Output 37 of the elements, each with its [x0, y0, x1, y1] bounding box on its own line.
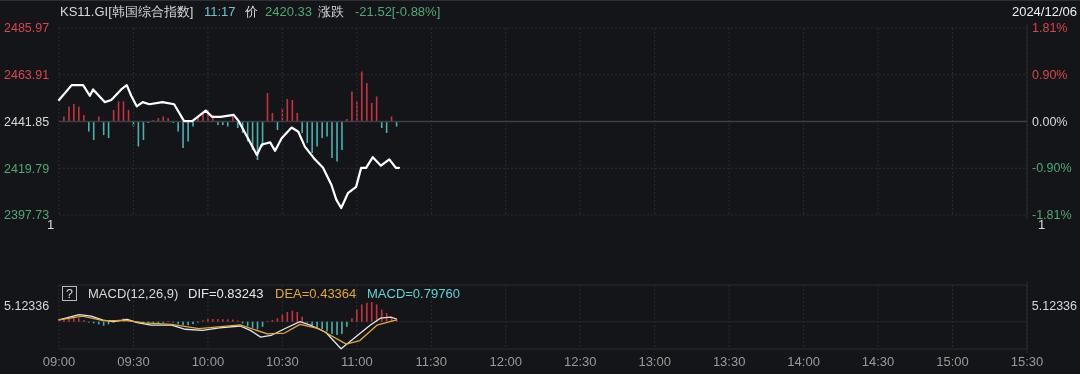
- text: 涨跌: [318, 4, 344, 19]
- text: DEA=0.43364: [275, 286, 357, 301]
- y2-tick-label: 1.81%: [1032, 21, 1068, 36]
- chart-title: KS11.GI[韩国综合指数]: [60, 4, 194, 19]
- y-tick-label: 2463.91: [4, 68, 50, 83]
- x-tick-label: 13:00: [638, 354, 671, 369]
- x-tick-label: 09:00: [42, 354, 76, 369]
- x-tick-label: 10:00: [191, 354, 225, 369]
- text: DIF=0.83243: [188, 286, 264, 301]
- y-tick-label: 2419.79: [4, 161, 50, 176]
- text: ?: [66, 287, 74, 301]
- y-tick-label: 2441.85: [4, 114, 50, 129]
- y-tick-label: 2485.97: [4, 21, 50, 36]
- x-tick-label: 12:00: [489, 354, 523, 369]
- x-tick-label: 09:30: [117, 354, 150, 369]
- text: -21.52[-0.88%]: [355, 4, 441, 19]
- series-label: MACD=0.79760: [367, 286, 460, 301]
- x-tick-label: 11:00: [341, 354, 373, 369]
- text: 11:17: [204, 4, 236, 19]
- x-tick-label: 14:00: [787, 354, 820, 369]
- text: 5.12336: [4, 299, 50, 313]
- x-tick-label: 11:30: [415, 354, 448, 369]
- text: 2024/12/06: [1011, 4, 1077, 19]
- text: 2420.33: [265, 4, 312, 19]
- x-tick-label: 15:00: [936, 354, 969, 369]
- y2-tick-label: 0.90%: [1032, 68, 1068, 83]
- text: 价: [244, 4, 258, 19]
- x-tick-label: 15:30: [1010, 354, 1044, 369]
- y-tick-label: 2397.73: [4, 208, 50, 223]
- x-tick-label: 10:30: [266, 354, 299, 369]
- y2-tick-label: -0.90%: [1032, 161, 1072, 176]
- x-tick-label: 12:30: [563, 354, 597, 369]
- y2-tick-label: 0.00%: [1032, 114, 1068, 129]
- chart-title: MACD(12,26,9): [88, 286, 179, 301]
- x-tick-label: 14:30: [861, 354, 895, 369]
- text: 5.12336: [1031, 299, 1078, 313]
- x-tick-label: 13:30: [712, 354, 746, 369]
